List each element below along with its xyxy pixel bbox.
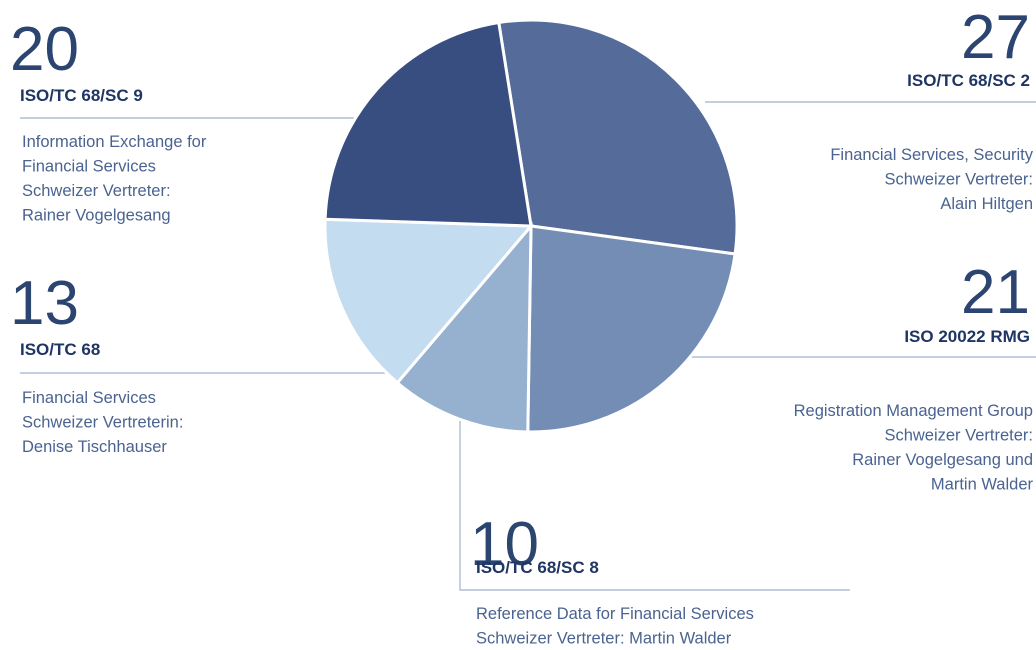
pie-slice (323, 217, 535, 385)
description: Denise Tischhauser (22, 438, 167, 456)
pie-slice (323, 20, 533, 228)
description: Registration Management Group (794, 402, 1033, 420)
leader-line (459, 392, 850, 591)
category-label: ISO/TC 68/SC 2 (907, 71, 1030, 90)
category-label: ISO/TC 68/SC 9 (20, 86, 143, 105)
pie-slice (395, 221, 533, 434)
description: Information Exchange for (22, 133, 207, 151)
category-label: ISO/TC 68 (20, 340, 100, 359)
pie-slice (526, 224, 737, 434)
value-label: 27 (961, 3, 1030, 72)
description: Financial Services, Security (830, 146, 1033, 164)
description: Alain Hiltgen (940, 195, 1033, 213)
description: Martin Walder (931, 476, 1034, 494)
category-label: ISO/TC 68/SC 8 (476, 558, 599, 577)
value-label: 13 (10, 269, 79, 338)
value-label: 21 (961, 258, 1030, 327)
category-label: ISO 20022 RMG (904, 327, 1030, 346)
description: Schweizer Vertreterin: (22, 414, 183, 432)
value-label: 10 (470, 510, 539, 579)
pie-slice (497, 18, 739, 256)
description: Reference Data for Financial Services (476, 605, 754, 623)
description: Rainer Vogelgesang und (852, 451, 1033, 469)
value-label: 20 (10, 15, 79, 84)
description: Rainer Vogelgesang (22, 207, 171, 225)
description: Financial Services (22, 389, 156, 407)
description: Schweizer Vertreter: Martin Walder (476, 630, 732, 648)
description: Schweizer Vertreter: (884, 427, 1033, 445)
description: Schweizer Vertreter: (884, 171, 1033, 189)
description: Schweizer Vertreter: (22, 182, 171, 200)
description: Financial Services (22, 158, 156, 176)
